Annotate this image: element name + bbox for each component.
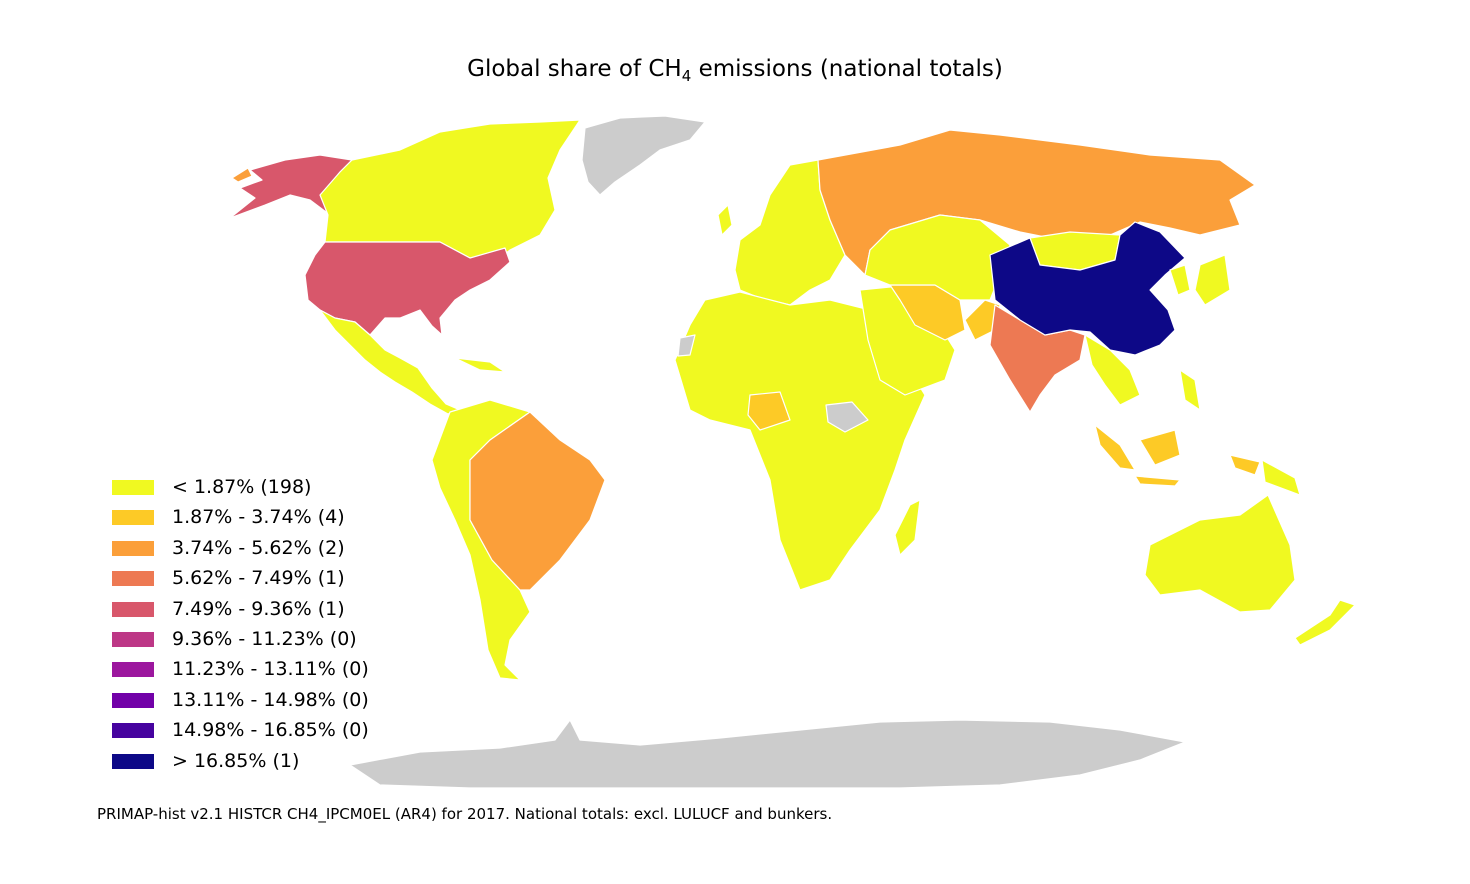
legend-swatch <box>112 480 154 495</box>
legend-swatch <box>112 571 154 587</box>
map-title: Global share of CH4 emissions (national … <box>467 56 1003 85</box>
legend-swatch <box>112 510 154 526</box>
legend-label: 13.11% - 14.98% (0) <box>172 688 369 711</box>
legend-label: 5.62% - 7.49% (1) <box>172 567 345 590</box>
region-alaska <box>229 154 353 219</box>
region-canada <box>319 119 581 263</box>
region-philippines <box>1179 369 1201 411</box>
region-caribbean <box>454 357 506 373</box>
region-south-sudan <box>825 401 869 433</box>
legend-label: > 16.85% (1) <box>172 749 300 772</box>
region-korea-japan <box>1169 254 1231 306</box>
legend-label: 14.98% - 16.85% (0) <box>172 719 369 742</box>
legend-swatch <box>112 723 154 739</box>
legend-swatch <box>112 540 154 556</box>
region-antarctica <box>349 719 1186 789</box>
region-western-sahara <box>677 334 696 357</box>
legend-swatch <box>112 662 154 678</box>
region-china <box>989 221 1186 356</box>
region-chukotka-tip <box>231 167 253 183</box>
region-madagascar <box>894 499 921 556</box>
legend-label: 3.74% - 5.62% (2) <box>172 536 345 559</box>
region-greenland <box>581 115 706 196</box>
region-usa <box>304 241 511 336</box>
region-africa <box>674 291 926 591</box>
region-brazil <box>469 411 606 591</box>
legend-swatch <box>112 753 154 769</box>
legend-label: < 1.87% (198) <box>172 476 312 498</box>
legend-swatch <box>112 631 154 647</box>
region-indonesia <box>1094 424 1261 487</box>
legend-label: 11.23% - 13.11% (0) <box>172 658 369 681</box>
legend-label: 7.49% - 9.36% (1) <box>172 597 345 620</box>
legend-label: 1.87% - 3.74% (4) <box>172 506 345 529</box>
region-new-guinea <box>1261 459 1301 496</box>
legend-label: 9.36% - 11.23% (0) <box>172 627 357 650</box>
region-australia <box>1144 494 1296 613</box>
source-note: PRIMAP-hist v2.1 HISTCR CH4_IPCM0EL (AR4… <box>97 805 833 823</box>
region-southeast-asia <box>1084 334 1141 406</box>
region-uk <box>717 204 733 236</box>
region-new-zealand <box>1294 599 1356 646</box>
region-nigeria <box>747 391 791 431</box>
legend-swatch <box>112 692 154 708</box>
legend-swatch <box>112 601 154 617</box>
